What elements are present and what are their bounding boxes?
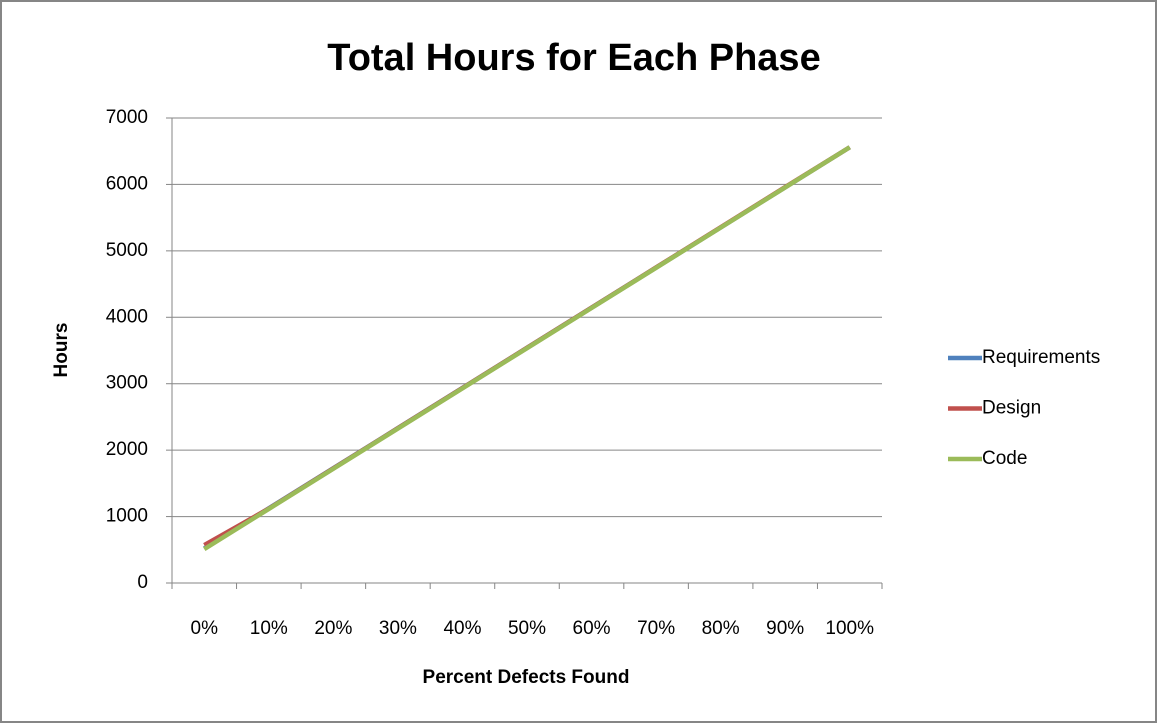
x-tick-label: 0% [191, 618, 219, 639]
x-axis-label: Percent Defects Found [423, 667, 630, 688]
x-tick-label: 50% [508, 618, 546, 639]
x-tick-label: 30% [379, 618, 417, 639]
legend-label: Code [982, 448, 1027, 469]
y-tick-label: 4000 [106, 306, 148, 327]
chart-title: Total Hours for Each Phase [327, 37, 820, 79]
x-tick-label: 100% [825, 618, 874, 639]
y-axis-label: Hours [51, 323, 72, 378]
x-tick-label: 40% [443, 618, 481, 639]
series-line [203, 145, 851, 552]
y-tick-label: 7000 [106, 107, 148, 128]
y-tick-label: 2000 [106, 439, 148, 460]
legend-label: Requirements [982, 347, 1100, 368]
y-tick-label: 5000 [106, 240, 148, 261]
x-tick-label: 70% [637, 618, 675, 639]
x-tick-label: 20% [314, 618, 352, 639]
legend-label: Design [982, 398, 1041, 419]
y-tick-label: 0 [137, 572, 148, 593]
x-tick-label: 60% [573, 618, 611, 639]
y-tick-label: 3000 [106, 373, 148, 394]
x-tick-label: 10% [250, 618, 288, 639]
y-tick-label: 1000 [106, 506, 148, 527]
y-tick-label: 6000 [106, 173, 148, 194]
x-tick-label: 80% [702, 618, 740, 639]
x-tick-label: 90% [766, 618, 804, 639]
